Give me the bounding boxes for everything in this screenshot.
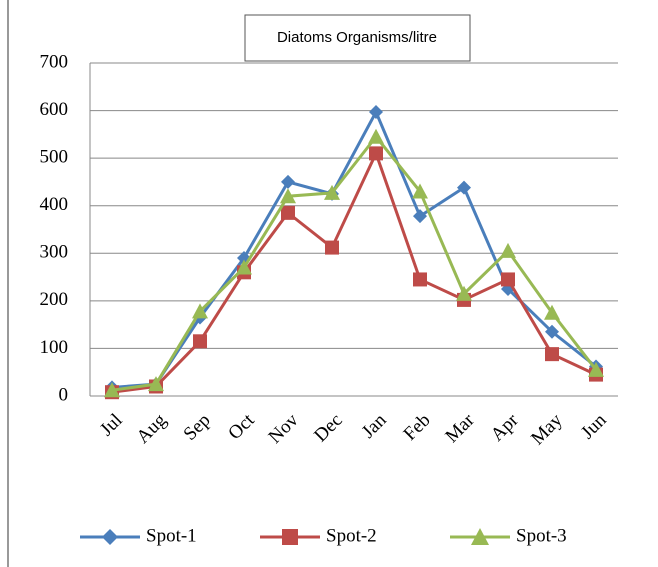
marker [236, 259, 252, 275]
line [111, 108, 597, 389]
marker [412, 183, 428, 199]
legend-marker [282, 529, 298, 545]
marker [501, 272, 515, 287]
y-tick-label: 400 [40, 194, 69, 215]
x-tick-label: Feb [400, 410, 435, 445]
marker [457, 180, 471, 195]
marker [104, 382, 120, 398]
marker [456, 285, 472, 301]
marker [545, 347, 559, 362]
marker [148, 376, 164, 392]
marker [588, 361, 604, 377]
x-tick-label: Jul [96, 410, 127, 441]
x-tick-label: May [527, 409, 567, 449]
legend-label: Spot-2 [326, 525, 377, 546]
x-tick-label: Oct [224, 409, 259, 444]
x-tick-label: Jan [358, 409, 391, 442]
legend-marker [471, 528, 489, 545]
x-tick-label: Jun [577, 409, 611, 443]
line [111, 134, 598, 392]
x-tick-label: Dec [310, 410, 346, 446]
x-tick-label: Nov [265, 409, 303, 447]
legend-label: Spot-3 [516, 525, 567, 546]
marker [369, 146, 383, 161]
x-tick-label: Mar [441, 409, 479, 447]
title-box [244, 14, 471, 62]
marker [193, 334, 207, 349]
y-tick-label: 100 [40, 337, 69, 358]
y-tick-label: 300 [40, 242, 69, 263]
marker [545, 324, 559, 339]
legend-marker [102, 529, 118, 545]
marker [280, 188, 296, 204]
marker [325, 240, 339, 255]
marker [544, 304, 560, 320]
y-tick-label: 200 [40, 289, 69, 310]
marker [281, 174, 295, 189]
y-tick-label: 500 [40, 147, 69, 168]
marker [281, 205, 295, 220]
marker [413, 272, 427, 287]
line [111, 149, 597, 394]
y-tick-label: 700 [40, 51, 69, 72]
marker [500, 242, 516, 258]
marker [369, 104, 383, 119]
y-tick-label: 0 [59, 384, 69, 405]
y-tick-label: 600 [40, 99, 69, 120]
legend-label: Spot-1 [146, 525, 197, 546]
x-tick-label: Aug [133, 409, 171, 447]
x-tick-label: Apr [487, 409, 523, 445]
x-tick-label: Sep [180, 410, 215, 445]
marker [192, 303, 208, 319]
marker [324, 184, 340, 200]
marker [413, 209, 427, 224]
chart-title: Diatoms Organisms/litre [277, 29, 437, 46]
marker [368, 128, 384, 144]
